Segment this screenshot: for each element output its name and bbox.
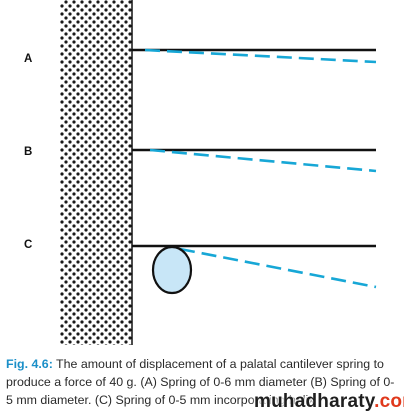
watermark-suffix: .com bbox=[374, 391, 404, 412]
caption-body: The amount of displacement of a palatal … bbox=[6, 357, 395, 407]
figure-caption: Fig. 4.6: The amount of displacement of … bbox=[6, 356, 400, 409]
watermark-prefix: muhadharaty bbox=[254, 391, 375, 412]
spring-b-displaced-line bbox=[149, 148, 377, 173]
spring-a-label: A bbox=[24, 53, 32, 65]
cantilever-spring-diagram: A B C bbox=[24, 0, 377, 345]
spring-a-displaced-line bbox=[144, 48, 377, 64]
spring-b-label: B bbox=[24, 146, 32, 158]
dotted-wall bbox=[60, 0, 132, 345]
helix-loop bbox=[151, 245, 193, 295]
caption-lead: Fig. 4.6: bbox=[6, 357, 53, 371]
spring-c-displaced-line bbox=[179, 247, 377, 289]
spring-c-label: C bbox=[24, 239, 32, 251]
watermark: muhadharaty.com bbox=[254, 391, 404, 413]
